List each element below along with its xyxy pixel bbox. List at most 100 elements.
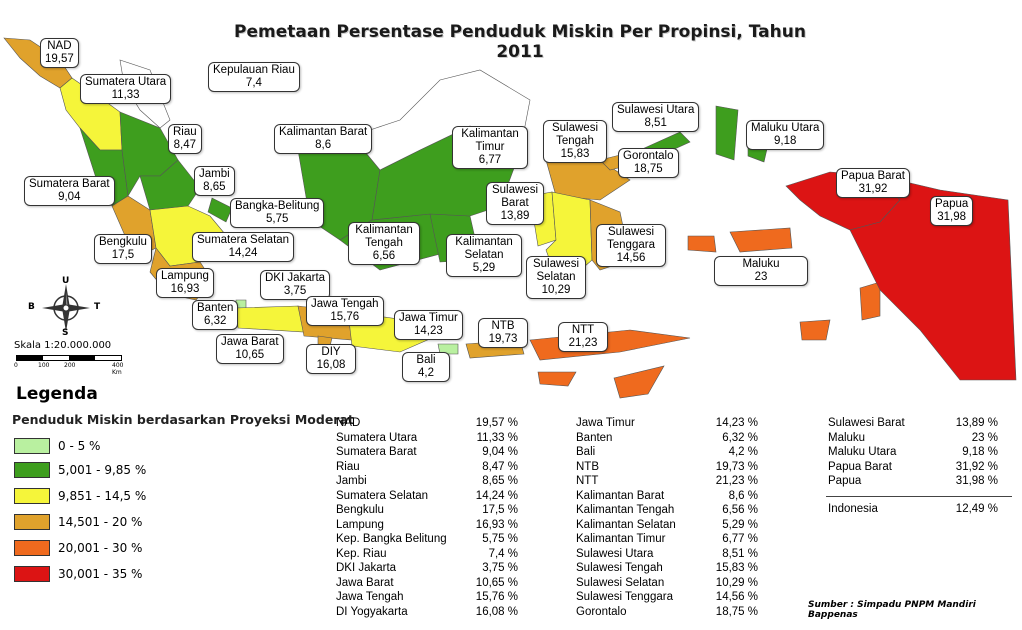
callout-name: Jawa Timur bbox=[399, 312, 458, 324]
province-name: Sulawesi Utara bbox=[576, 547, 654, 560]
callout-name: Sulawesi Tengah bbox=[551, 122, 599, 147]
table-row: Papua 31,98 % bbox=[828, 474, 998, 489]
table-row: DI Yogyakarta 16,08 % bbox=[336, 605, 518, 620]
callout-value: 19,57 bbox=[45, 53, 74, 65]
legend-label: 14,501 - 20 % bbox=[58, 515, 143, 529]
callout-name: Jawa Barat bbox=[221, 336, 279, 348]
callout-value: 8,6 bbox=[315, 139, 332, 151]
callout-bali: Bali 4,2 bbox=[402, 352, 450, 382]
callout-value: 10,65 bbox=[235, 349, 265, 361]
province-value: 15,76 % bbox=[475, 591, 518, 603]
callout-name: NTB bbox=[491, 320, 515, 332]
province-name: Jawa Timur bbox=[576, 417, 635, 429]
callout-sumatera-barat: Sumatera Barat 9,04 bbox=[24, 176, 115, 206]
total-value: 12,49 % bbox=[955, 503, 998, 515]
province-name: Sumatera Utara bbox=[336, 431, 418, 444]
callout-jawa-timur: Jawa Timur 14,23 bbox=[394, 310, 463, 340]
region-maluku bbox=[687, 227, 881, 341]
province-name: Jawa Tengah bbox=[336, 591, 404, 603]
province-value: 19,73 % bbox=[715, 460, 758, 473]
callout-name: Papua Barat bbox=[841, 170, 905, 182]
province-value: 14,56 % bbox=[715, 591, 758, 603]
province-name: Banten bbox=[576, 431, 613, 444]
callout-lampung: Lampung 16,93 bbox=[156, 268, 214, 298]
province-name: Kep. Riau bbox=[336, 547, 387, 560]
callout-name: Banten bbox=[197, 302, 234, 314]
province-value: 21,23 % bbox=[715, 475, 758, 487]
callout-sulawesi-utara: Sulawesi Utara 8,51 bbox=[612, 102, 700, 132]
table-row: Maluku 23 % bbox=[828, 431, 998, 446]
region-jawa-barat bbox=[235, 305, 305, 333]
table-row: Kalimantan Barat 8,6 % bbox=[576, 489, 758, 504]
table-column-2: Jawa Timur 14,23 % Banten 6,32 % Bali 4,2 %… bbox=[576, 416, 758, 619]
callout-value: 6,32 bbox=[204, 315, 227, 327]
legend-label: 5,001 - 9,85 % bbox=[58, 463, 147, 477]
callout-ntb: NTB 19,73 bbox=[478, 318, 528, 348]
table-total: Indonesia 12,49 % bbox=[828, 502, 998, 517]
callout-jawa-tengah: Jawa Tengah 15,76 bbox=[306, 296, 384, 326]
compass-west-label: B bbox=[28, 302, 35, 312]
legend-label: 0 - 5 % bbox=[58, 439, 101, 453]
callout-value: 18,75 bbox=[633, 163, 663, 175]
callout-banten: Banten 6,32 bbox=[192, 300, 239, 330]
callout-value: 21,23 bbox=[568, 337, 598, 349]
total-name: Indonesia bbox=[828, 503, 878, 515]
province-name: Jawa Barat bbox=[336, 576, 394, 589]
callout-name: Bangka-Belitung bbox=[235, 200, 320, 212]
table-row: Bengkulu 17,5 % bbox=[336, 503, 518, 518]
callout-value: 15,76 bbox=[330, 311, 360, 323]
province-name: Sulawesi Selatan bbox=[576, 576, 665, 589]
table-row: Sulawesi Tengah 15,83 % bbox=[576, 561, 758, 576]
table-row: NAD 19,57 % bbox=[336, 416, 518, 431]
scale-ticks: 0 100 200 400 Km bbox=[12, 362, 132, 376]
province-value: 17,5 % bbox=[482, 504, 518, 516]
province-name: DI Yogyakarta bbox=[336, 605, 408, 618]
callout-name: DKI Jakarta bbox=[265, 272, 326, 284]
callout-jambi: Jambi 8,65 bbox=[194, 166, 235, 196]
callout-value: 19,73 bbox=[488, 333, 518, 345]
province-name: Riau bbox=[336, 460, 360, 473]
callout-papua: Papua 31,98 bbox=[930, 196, 974, 226]
province-value: 19,57 % bbox=[475, 417, 518, 429]
region-bangka-belitung bbox=[207, 197, 233, 223]
table-row: Kalimantan Tengah 6,56 % bbox=[576, 503, 758, 518]
callout-value: 13,89 bbox=[500, 210, 530, 222]
province-name: NAD bbox=[336, 417, 361, 429]
callout-value: 14,56 bbox=[616, 252, 646, 264]
table-row: Jawa Timur 14,23 % bbox=[576, 416, 758, 431]
callout-value: 16,93 bbox=[170, 283, 200, 295]
province-value: 6,77 % bbox=[722, 533, 758, 545]
province-name: Kalimantan Selatan bbox=[576, 518, 676, 531]
legend-swatch bbox=[14, 514, 50, 530]
province-name: Sumatera Barat bbox=[336, 446, 417, 458]
callout-kalimantan-selatan: Kalimantan Selatan 5,29 bbox=[446, 234, 522, 277]
province-value: 11,33 % bbox=[476, 431, 518, 444]
map-title: Pemetaan Persentase Penduduk Miskin Per … bbox=[234, 22, 806, 62]
province-value: 5,75 % bbox=[482, 533, 518, 545]
callout-maluku-utara: Maluku Utara 9,18 bbox=[746, 120, 825, 150]
callout-value: 5,75 bbox=[266, 213, 289, 225]
callout-name: Maluku Utara bbox=[751, 122, 820, 134]
callout-value: 3,75 bbox=[283, 285, 307, 297]
callout-riau: Riau 8,47 bbox=[168, 124, 202, 154]
callout-diy: DIY 16,08 bbox=[306, 344, 356, 374]
scale-label: Skala 1:20.000.000 bbox=[14, 340, 112, 351]
callout-nad: NAD 19,57 bbox=[40, 38, 79, 68]
table-row: Sulawesi Tenggara 14,56 % bbox=[576, 590, 758, 605]
scale-tick: 100 bbox=[38, 362, 50, 369]
province-value: 9,18 % bbox=[962, 446, 998, 458]
table-row: Sumatera Selatan 14,24 % bbox=[336, 489, 518, 504]
callout-name: Sumatera Barat bbox=[29, 178, 110, 190]
callout-name: Papua bbox=[935, 198, 969, 210]
callout-name: Sulawesi Tenggara bbox=[607, 226, 655, 251]
province-name: Bengkulu bbox=[336, 504, 384, 516]
province-value: 8,65 % bbox=[482, 475, 518, 487]
province-value: 16,93 % bbox=[475, 518, 518, 531]
province-name: DKI Jakarta bbox=[336, 562, 397, 574]
callout-value: 4,2 bbox=[418, 367, 434, 379]
province-name: Maluku bbox=[828, 431, 866, 444]
province-name: Kalimantan Barat bbox=[576, 489, 665, 502]
callout-kepulauan-riau: Kepulauan Riau 7,4 bbox=[208, 62, 300, 92]
legend-swatch bbox=[14, 438, 50, 454]
province-value: 3,75 % bbox=[482, 562, 518, 574]
